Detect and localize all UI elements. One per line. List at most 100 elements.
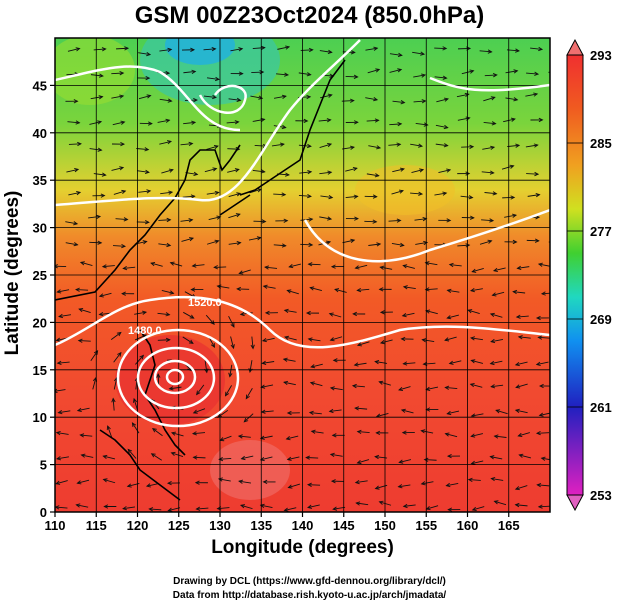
streamline-arrow bbox=[102, 454, 116, 460]
streamline-arrow bbox=[305, 310, 320, 316]
streamline-arrow bbox=[392, 167, 405, 173]
streamline-arrow bbox=[356, 341, 370, 347]
streamline-arrow bbox=[401, 430, 415, 435]
colorbar-min-arrow bbox=[566, 494, 584, 512]
streamline-arrow bbox=[286, 289, 299, 295]
streamline-arrow bbox=[65, 99, 79, 104]
streamline-arrow bbox=[228, 316, 235, 328]
streamline-arrow bbox=[182, 194, 196, 199]
streamline-arrow bbox=[181, 237, 195, 242]
streamline-arrow bbox=[237, 434, 251, 439]
colorbar-max-arrow bbox=[566, 38, 584, 56]
streamline-arrow bbox=[446, 453, 460, 459]
streamline-arrow bbox=[471, 267, 484, 273]
streamline-arrow bbox=[469, 383, 483, 388]
streamline-arrow bbox=[217, 477, 231, 482]
y-tick-label: 30 bbox=[33, 221, 47, 236]
streamline-arrow bbox=[471, 506, 485, 512]
streamline-arrow bbox=[391, 242, 405, 247]
x-tick-label: 165 bbox=[498, 518, 520, 533]
streamline-arrow bbox=[248, 236, 262, 241]
streamline-arrow bbox=[493, 434, 507, 439]
streamline-arrow bbox=[56, 456, 69, 461]
streamline-arrow bbox=[55, 480, 68, 485]
streamline-arrow bbox=[515, 314, 529, 319]
streamline-arrow bbox=[318, 118, 332, 123]
streamline-arrow bbox=[115, 217, 129, 222]
x-tick-label: 125 bbox=[168, 518, 190, 533]
streamline-arrow bbox=[329, 386, 343, 391]
streamline-arrow bbox=[259, 503, 273, 509]
streamline-arrow bbox=[65, 242, 79, 247]
map-title: GSM 00Z23Oct2024 (850.0hPa) bbox=[134, 2, 485, 29]
streamline-arrow bbox=[491, 291, 505, 297]
streamline-arrow bbox=[157, 337, 171, 343]
streamline-arrow bbox=[160, 190, 174, 195]
streamline-arrow bbox=[252, 117, 266, 123]
streamline-arrow bbox=[158, 242, 172, 248]
streamline-arrow bbox=[391, 189, 404, 195]
streamline-arrow bbox=[446, 410, 460, 416]
streamline-arrow bbox=[98, 311, 112, 317]
streamline-arrow bbox=[364, 194, 378, 199]
streamline-arrow bbox=[136, 220, 150, 225]
streamline-arrow bbox=[159, 98, 173, 103]
streamline-arrow bbox=[540, 456, 550, 461]
streamline-arrow bbox=[375, 430, 389, 436]
streamline-arrow bbox=[514, 408, 528, 414]
streamline-arrow bbox=[355, 501, 369, 506]
streamline-arrow bbox=[398, 459, 412, 464]
streamline-arrow bbox=[517, 335, 531, 340]
streamline-arrow bbox=[226, 120, 240, 125]
streamline-arrow bbox=[517, 432, 530, 438]
streamline-arrow bbox=[298, 193, 312, 199]
streamline-arrow bbox=[252, 45, 266, 51]
y-tick-label: 25 bbox=[33, 268, 47, 283]
streamline-arrow bbox=[504, 239, 518, 245]
streamline-arrow bbox=[58, 313, 71, 319]
streamline-arrow bbox=[495, 409, 508, 415]
streamline-arrow bbox=[402, 503, 416, 509]
streamline-arrow bbox=[549, 124, 550, 126]
streamline-arrow bbox=[467, 477, 481, 482]
streamline-arrow bbox=[530, 117, 544, 123]
streamline-arrow bbox=[65, 221, 79, 226]
streamline-arrow bbox=[345, 194, 359, 199]
colorbar-tick-label: 277 bbox=[590, 224, 612, 239]
streamline-arrow bbox=[516, 265, 530, 270]
streamline-arrow bbox=[78, 307, 91, 313]
streamline-arrow bbox=[481, 170, 495, 175]
streamline-arrow bbox=[366, 173, 380, 178]
streamline-arrow bbox=[309, 286, 322, 292]
streamline-arrow bbox=[243, 413, 254, 423]
x-tick-label: 120 bbox=[127, 518, 149, 533]
streamline-arrow bbox=[89, 120, 103, 125]
streamline-arrow bbox=[492, 267, 506, 273]
streamline-arrow bbox=[319, 170, 333, 175]
streamline-arrow bbox=[389, 52, 403, 58]
streamline-arrow bbox=[116, 46, 130, 51]
streamline-arrow bbox=[307, 504, 320, 509]
streamline-arrow bbox=[504, 213, 518, 218]
streamline-arrow bbox=[551, 94, 563, 97]
colorbar-tick-label: 261 bbox=[590, 400, 612, 415]
colorbar-tick-label: 285 bbox=[590, 136, 612, 151]
streamline-arrow bbox=[537, 504, 550, 509]
streamline-arrow bbox=[345, 120, 359, 125]
streamline-arrow bbox=[536, 483, 550, 488]
streamline-arrow bbox=[134, 310, 148, 315]
streamline-arrow bbox=[320, 194, 334, 200]
streamline-arrow bbox=[470, 359, 484, 364]
streamline-arrow bbox=[55, 430, 69, 436]
streamline-arrow bbox=[537, 335, 550, 340]
streamline-arrow bbox=[397, 484, 411, 489]
streamline-arrow bbox=[368, 242, 382, 247]
streamline-arrow bbox=[398, 386, 411, 392]
streamline-arrow bbox=[448, 360, 462, 365]
y-tick-label: 45 bbox=[33, 78, 47, 93]
streamline-arrow bbox=[552, 217, 564, 220]
streamline-arrow bbox=[365, 97, 379, 102]
streamline-arrow bbox=[75, 503, 89, 508]
streamline-arrow bbox=[261, 360, 275, 365]
streamline-arrow bbox=[283, 507, 297, 512]
